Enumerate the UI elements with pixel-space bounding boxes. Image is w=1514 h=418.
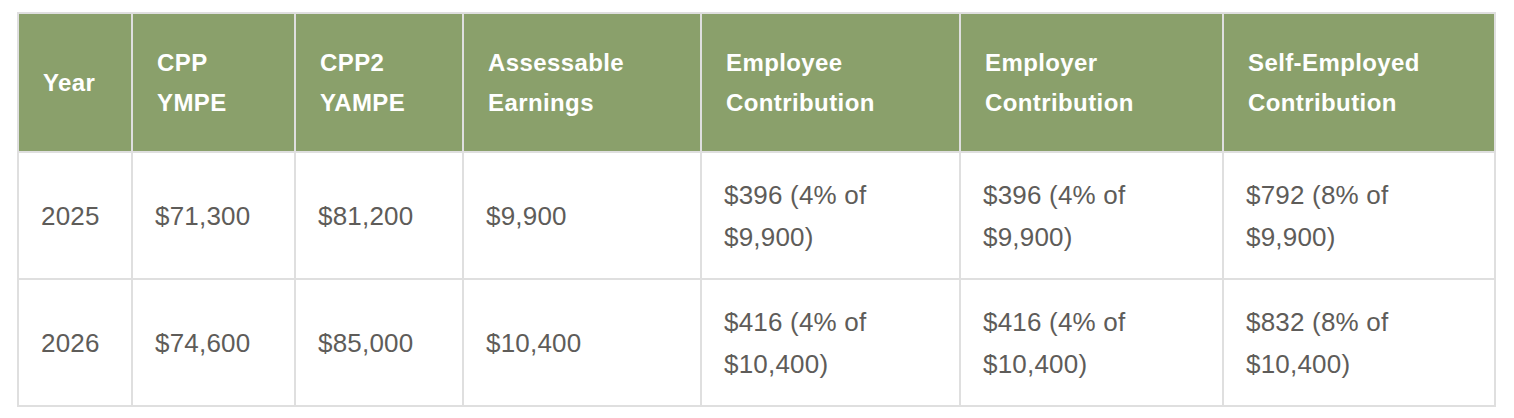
table-row-2026: 2026 $74,600 $85,000 $10,400 $416 (4% of… [18, 279, 1495, 406]
cell-employee-contribution: $416 (4% of $10,400) [701, 279, 960, 406]
cell-cpp2-yampe: $85,000 [295, 279, 463, 406]
cell-cpp2-yampe: $81,200 [295, 152, 463, 279]
cell-assessable-earnings: $9,900 [463, 152, 701, 279]
cpp-contribution-table: Year CPP YMPE CPP2 YAMPE Assessable Earn… [17, 12, 1496, 407]
cell-employer-contribution: $416 (4% of $10,400) [960, 279, 1223, 406]
column-header-cpp-ympe: CPP YMPE [132, 13, 295, 152]
page: Year CPP YMPE CPP2 YAMPE Assessable Earn… [0, 0, 1514, 418]
table-row-2025: 2025 $71,300 $81,200 $9,900 $396 (4% of … [18, 152, 1495, 279]
column-header-employer-contribution: Employer Contribution [960, 13, 1223, 152]
column-header-cpp2-yampe: CPP2 YAMPE [295, 13, 463, 152]
cell-year: 2026 [18, 279, 132, 406]
cell-employee-contribution: $396 (4% of $9,900) [701, 152, 960, 279]
cell-cpp-ympe: $74,600 [132, 279, 295, 406]
table-header: Year CPP YMPE CPP2 YAMPE Assessable Earn… [18, 13, 1495, 152]
column-header-year: Year [18, 13, 132, 152]
table-body: 2025 $71,300 $81,200 $9,900 $396 (4% of … [18, 152, 1495, 406]
column-header-self-employed-contribution: Self-Employed Contribution [1223, 13, 1495, 152]
column-header-employee-contribution: Employee Contribution [701, 13, 960, 152]
cell-self-employed-contribution: $792 (8% of $9,900) [1223, 152, 1495, 279]
cell-year: 2025 [18, 152, 132, 279]
header-row: Year CPP YMPE CPP2 YAMPE Assessable Earn… [18, 13, 1495, 152]
cell-self-employed-contribution: $832 (8% of $10,400) [1223, 279, 1495, 406]
cell-cpp-ympe: $71,300 [132, 152, 295, 279]
cell-assessable-earnings: $10,400 [463, 279, 701, 406]
cell-employer-contribution: $396 (4% of $9,900) [960, 152, 1223, 279]
column-header-assessable-earnings: Assessable Earnings [463, 13, 701, 152]
